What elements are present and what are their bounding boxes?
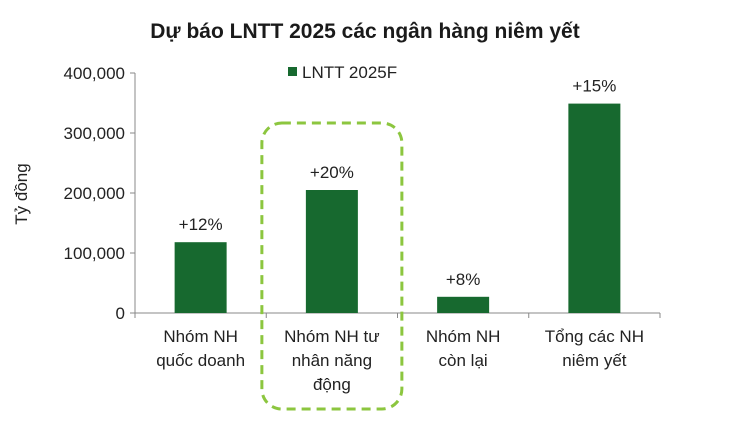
- category-label: Nhóm NH: [426, 327, 501, 346]
- data-label: +20%: [310, 163, 354, 182]
- category-label: Nhóm NH tư: [284, 327, 379, 346]
- category-label: nhân năng: [292, 351, 372, 370]
- bar: [174, 242, 227, 313]
- category-label: niêm yết: [562, 351, 627, 370]
- legend: LNTT 2025F: [288, 63, 397, 82]
- y-tick-label: 300,000: [64, 124, 125, 143]
- data-label: +15%: [572, 77, 616, 96]
- highlight-layer: [260, 121, 404, 411]
- legend-label: LNTT 2025F: [302, 63, 397, 82]
- category-labels: Nhóm NH quốc doanh Nhóm NH tư nhân năng động…: [156, 327, 644, 394]
- bar: [568, 103, 621, 313]
- category-label: động: [313, 375, 351, 394]
- category-label: còn lại: [439, 351, 488, 370]
- bar: [305, 190, 358, 313]
- legend-swatch: [288, 67, 297, 76]
- y-tick-label: 0: [116, 304, 125, 323]
- category-label: Nhóm NH: [163, 327, 238, 346]
- y-tick-label: 200,000: [64, 184, 125, 203]
- y-axis-label: Tỷ đồng: [12, 163, 31, 224]
- bars: [174, 103, 621, 313]
- y-tick-label: 100,000: [64, 244, 125, 263]
- data-label: +12%: [179, 215, 223, 234]
- category-label: quốc doanh: [156, 351, 245, 370]
- x-axis: [134, 312, 661, 318]
- chart-title: Dự báo LNTT 2025 các ngân hàng niêm yết: [150, 20, 579, 43]
- bar: [437, 296, 490, 313]
- data-label: +8%: [446, 270, 481, 289]
- data-labels: +12% +20% +8% +15%: [179, 77, 617, 289]
- category-label: Tổng các NH: [545, 327, 644, 346]
- highlight-box: [260, 121, 404, 411]
- y-tick-label: 400,000: [64, 64, 125, 83]
- y-axis: 0 100,000 200,000 300,000 400,000: [64, 64, 136, 323]
